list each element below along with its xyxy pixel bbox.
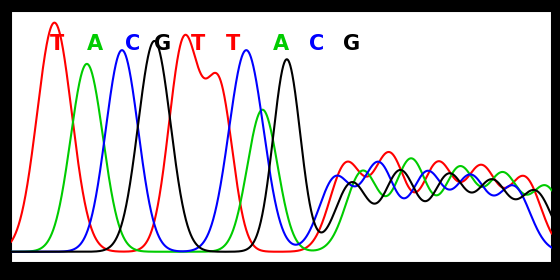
Text: G: G xyxy=(343,34,360,54)
Text: T: T xyxy=(190,34,205,54)
Text: C: C xyxy=(125,34,141,54)
Text: A: A xyxy=(273,34,290,54)
Text: T: T xyxy=(226,34,240,54)
Text: C: C xyxy=(309,34,324,54)
Text: A: A xyxy=(87,34,103,54)
Text: T: T xyxy=(50,34,64,54)
Text: G: G xyxy=(154,34,171,54)
